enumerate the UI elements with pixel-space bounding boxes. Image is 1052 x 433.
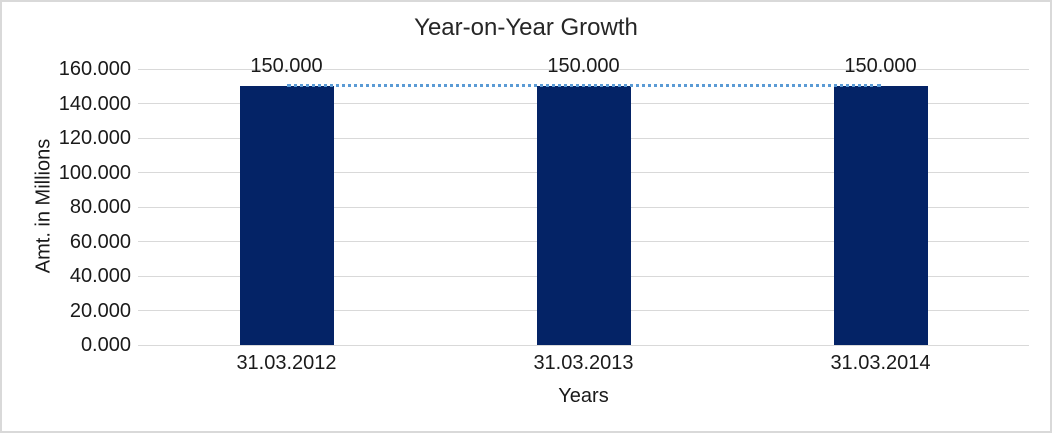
x-axis-category-label: 31.03.2013: [533, 352, 634, 374]
y-axis-tick-label: 160.000: [58, 58, 131, 80]
bar: [536, 86, 631, 345]
y-axis-tick-label: 80.000: [69, 196, 131, 218]
y-axis-tick-label: 0.000: [80, 334, 131, 356]
bar-value-label: 150.000: [250, 55, 323, 77]
y-axis-tick-label: 100.000: [58, 161, 131, 184]
x-axis-category-label: 31.03.2014: [830, 352, 931, 374]
chart-title: Year-on-Year Growth: [414, 14, 638, 41]
y-axis-tick-label: 20.000: [69, 299, 131, 322]
bar: [833, 86, 928, 345]
y-axis-tick-label: 40.000: [69, 265, 131, 287]
y-axis-tick-label: 120.000: [58, 127, 131, 149]
x-axis-category-label: 31.03.2012: [236, 352, 337, 374]
gridline: [138, 344, 1029, 346]
trend-line: [286, 84, 881, 88]
bar-value-label: 150.000: [844, 55, 917, 77]
bar-value-label: 150.000: [547, 55, 620, 77]
x-axis-title: Years: [558, 385, 609, 407]
bar: [239, 86, 334, 345]
y-axis-tick-label: 140.000: [58, 92, 131, 115]
y-axis-tick-label: 60.000: [69, 230, 131, 253]
gridline: [138, 68, 1029, 70]
